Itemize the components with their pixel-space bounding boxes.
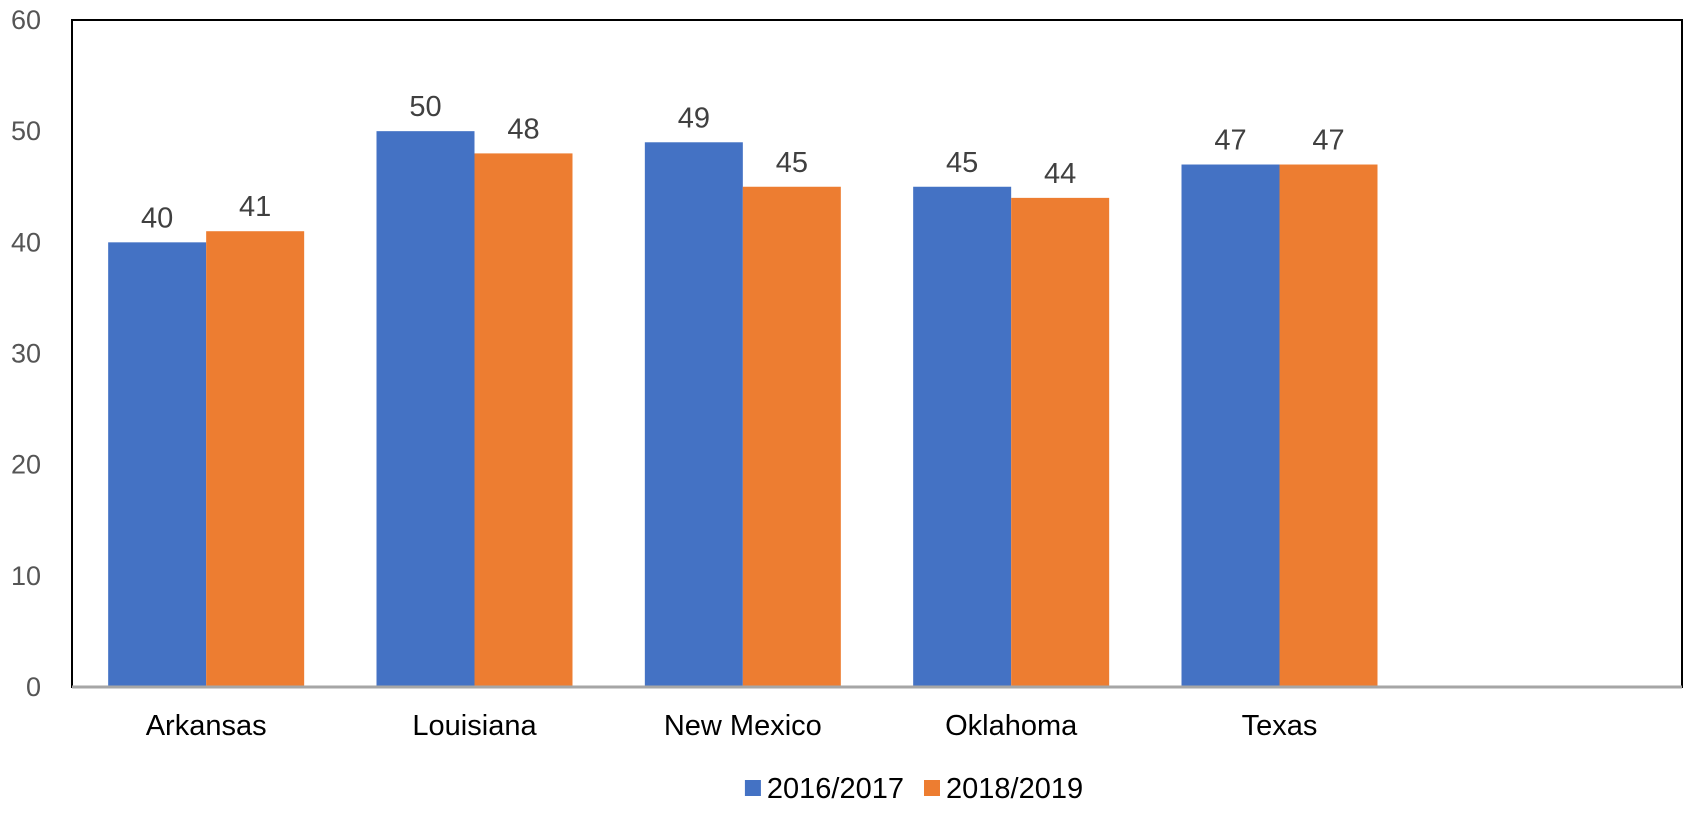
bar [913,186,1012,687]
x-tick-label: New Mexico [664,710,822,742]
bar [1181,164,1280,687]
y-tick-label: 50 [11,116,41,146]
bar [742,186,841,687]
plot-area-frame [71,19,1683,688]
data-label: 40 [141,202,173,234]
data-label: 50 [409,91,441,123]
bars-group [108,131,1378,688]
data-label: 47 [1214,125,1246,157]
legend-swatch [744,780,761,796]
y-tick-label: 30 [11,339,41,369]
data-label: 48 [507,113,539,145]
legend: 2016/2017 2018/2019 [744,773,1083,805]
y-axis-ticks: 0 10 20 30 40 50 60 [11,5,41,702]
legend-label: 2016/2017 [767,773,904,805]
bar [644,142,743,688]
x-axis-labels: Arkansas Louisiana New Mexico Oklahoma Texas [146,710,1318,742]
y-tick-label: 0 [26,672,41,702]
data-label: 45 [776,147,808,179]
data-label: 49 [678,102,710,134]
data-label: 47 [1312,125,1344,157]
bar [206,231,305,687]
x-tick-label: Oklahoma [945,710,1078,742]
bar [1279,164,1378,687]
data-label: 44 [1044,158,1076,190]
data-label: 45 [946,147,978,179]
data-label: 41 [239,191,271,223]
bar [376,131,475,687]
bar [1011,197,1110,687]
bar [108,242,207,688]
y-tick-label: 60 [11,5,41,35]
legend-label: 2018/2019 [946,773,1083,805]
x-tick-label: Texas [1242,710,1318,742]
legend-swatch [924,780,940,796]
x-tick-label: Louisiana [412,710,537,742]
bar [474,153,573,687]
y-tick-label: 40 [11,227,41,257]
x-tick-label: Arkansas [146,710,267,742]
y-tick-label: 20 [11,450,41,480]
y-tick-label: 10 [11,561,41,591]
data-labels-group: 40 41 50 48 49 45 45 44 47 47 [141,91,1345,234]
